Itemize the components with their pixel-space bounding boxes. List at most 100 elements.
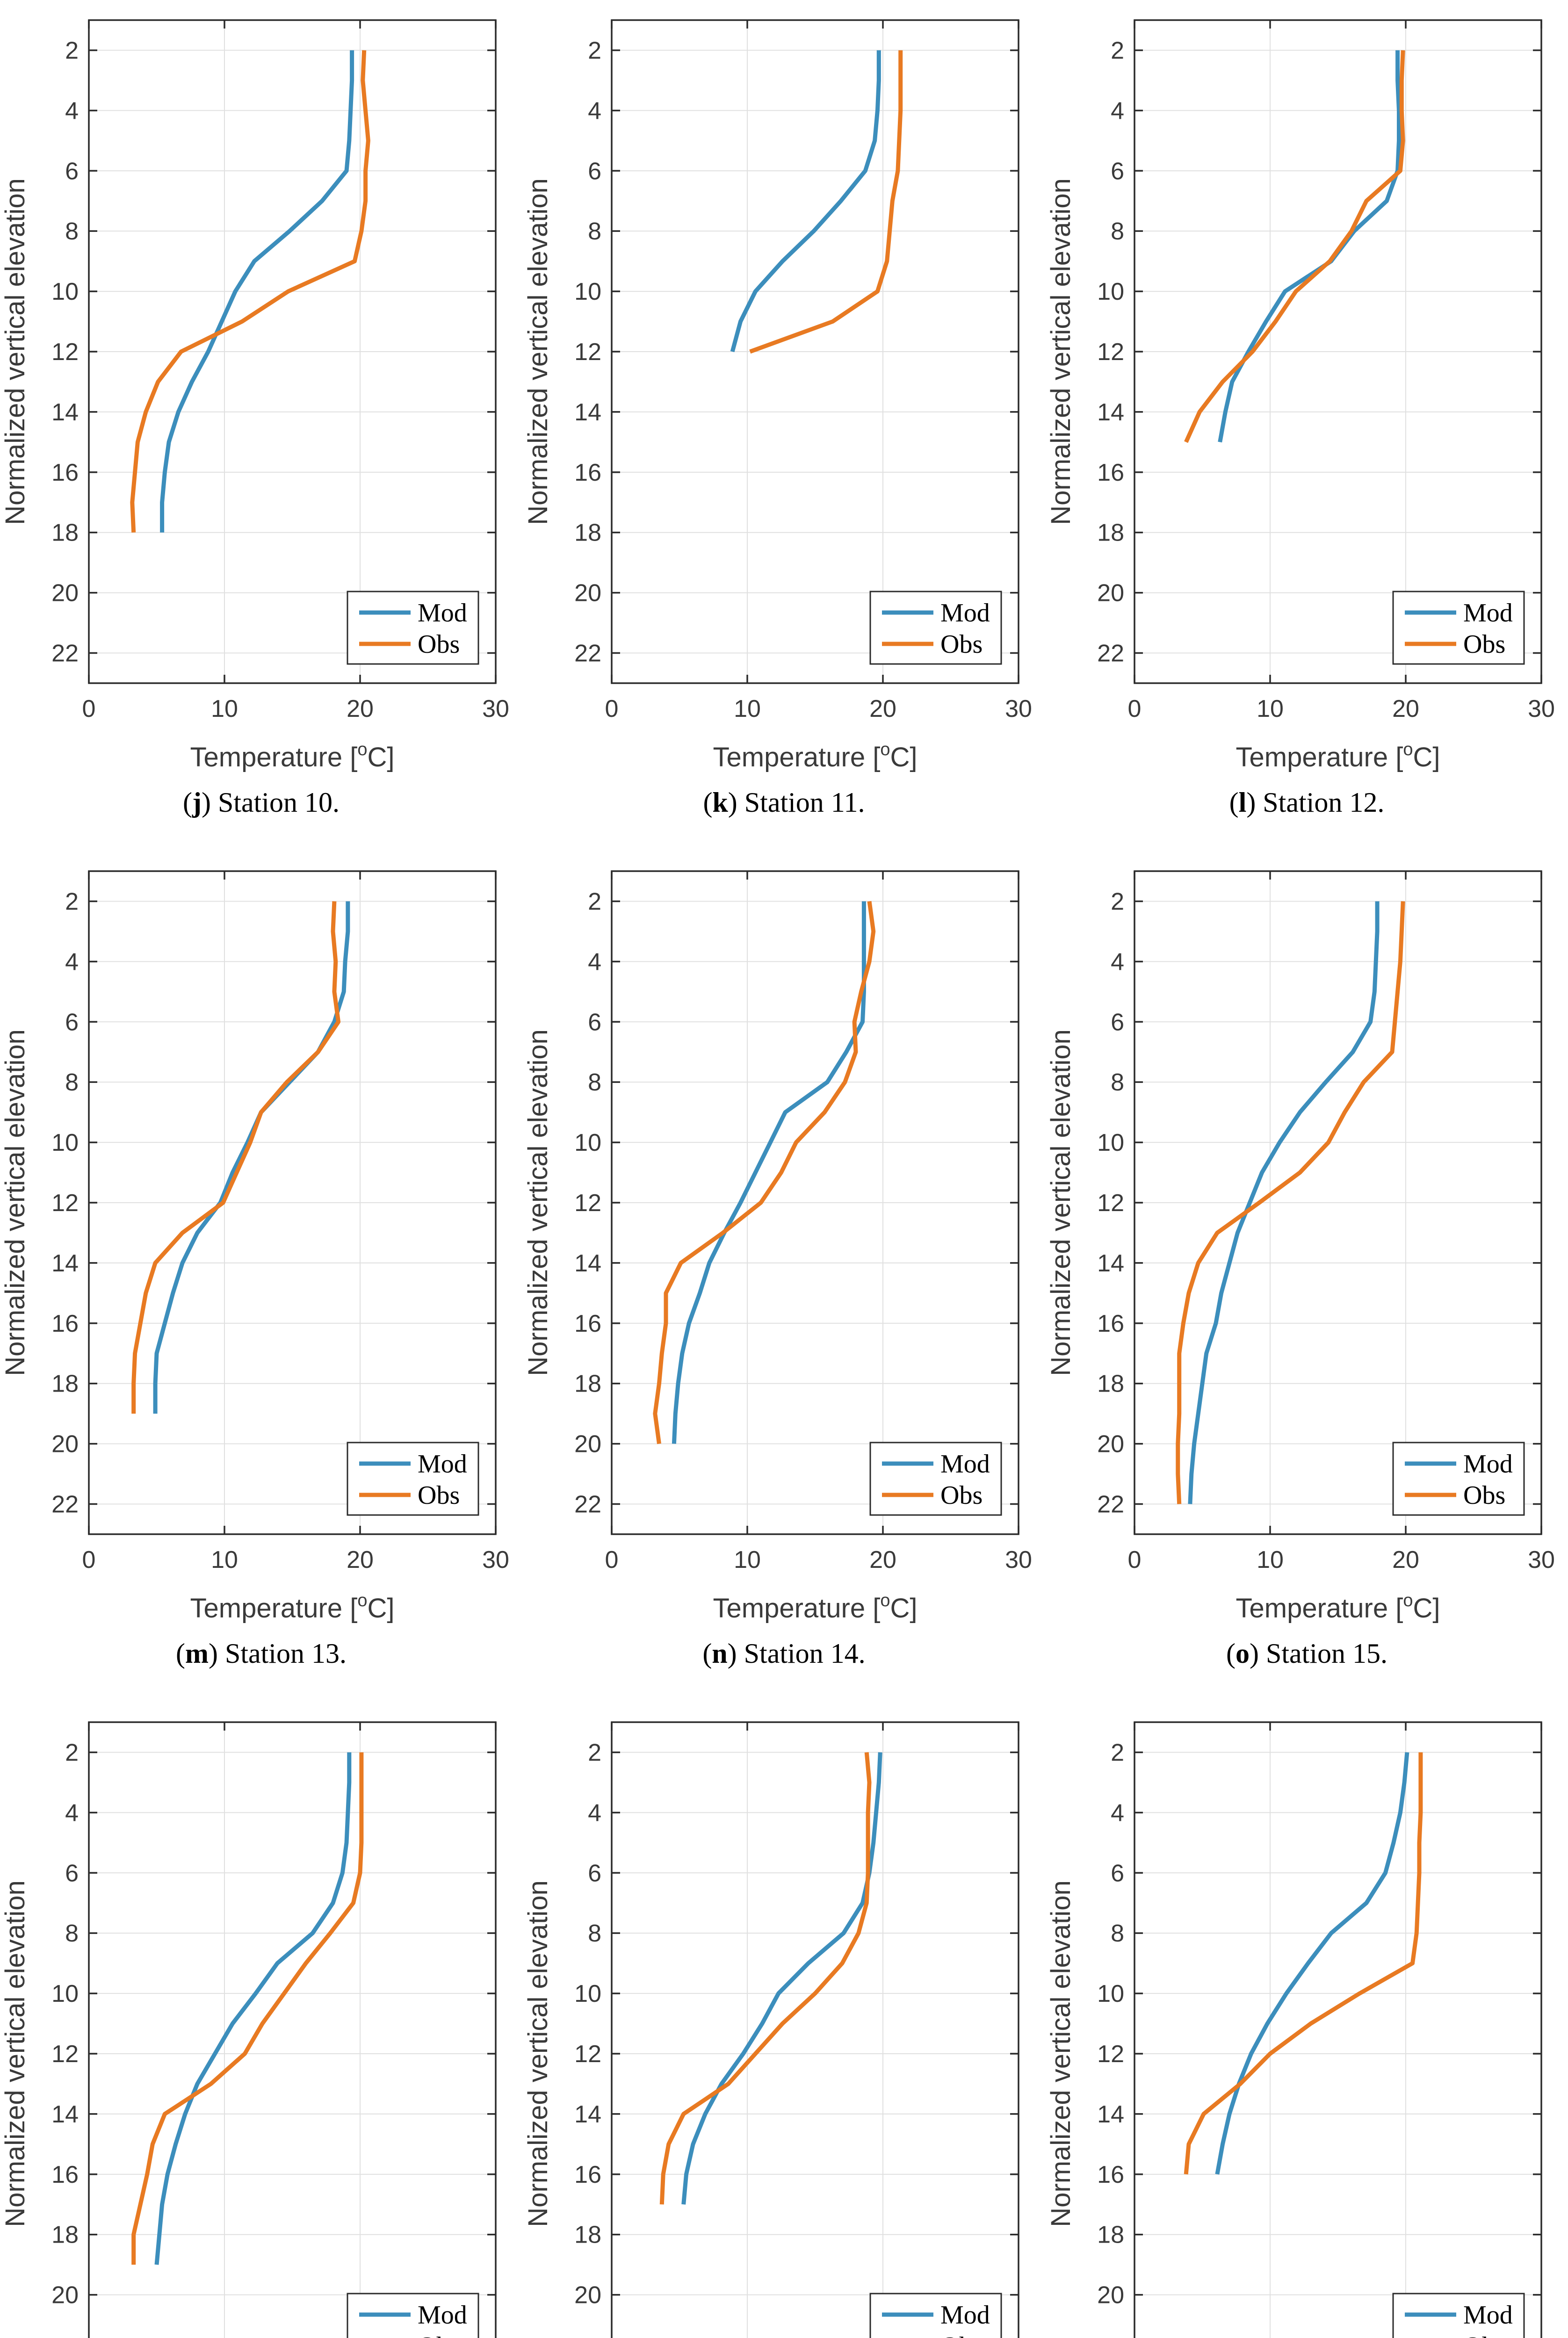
y-tick-label: 20 — [51, 2282, 79, 2309]
y-tick-label: 2 — [65, 37, 79, 64]
x-tick-label: 0 — [605, 1546, 619, 1573]
grid-lines — [1134, 1722, 1541, 2338]
y-tick-label: 10 — [574, 278, 601, 305]
x-tick-label: 0 — [82, 695, 96, 722]
grid-lines — [1134, 20, 1541, 683]
x-tick-label: 20 — [347, 1546, 374, 1573]
obs-line — [131, 1752, 364, 2265]
y-tick-label: 10 — [51, 1129, 79, 1156]
legend-box — [347, 1442, 479, 1516]
y-tick-label: 18 — [574, 1371, 601, 1398]
y-tick-label: 14 — [1097, 399, 1124, 426]
mod-line — [160, 50, 354, 533]
x-axis-label: Temperature [oC] — [190, 1591, 395, 1624]
y-tick-label: 12 — [1097, 2041, 1124, 2068]
x-tick-label: 20 — [869, 695, 896, 722]
legend-label-mod: Mod — [418, 1450, 467, 1479]
y-tick-label: 14 — [51, 1250, 79, 1277]
caption-j: (j) Station 10. — [183, 787, 340, 818]
y-tick-label: 2 — [1111, 1739, 1124, 1766]
x-tick-label: 10 — [734, 1546, 761, 1573]
x-tick-label: 30 — [1005, 695, 1032, 722]
caption-letter: m — [185, 1638, 209, 1669]
chart-j: 0 10 20 30 2 4 6 8 10 12 14 16 18 20 22 Temperature [oC… — [0, 19, 509, 772]
caption-o: (o) Station 15. — [1226, 1638, 1387, 1669]
y-tick-label: 18 — [51, 520, 79, 547]
obs-line — [749, 50, 903, 354]
y-tick-label: 20 — [574, 580, 601, 607]
y-tick-label: 4 — [588, 1799, 601, 1826]
caption-letter: l — [1238, 787, 1247, 818]
chart-n: 0 10 20 30 2 4 6 8 10 12 14 16 18 20 22 Temperature [oC… — [523, 870, 1032, 1624]
y-tick-label: 8 — [65, 1920, 79, 1947]
caption-k: (k) Station 11. — [703, 787, 865, 818]
y-tick-label: 18 — [1097, 2222, 1124, 2249]
y-tick-label: 6 — [588, 158, 601, 185]
y-tick-label: 10 — [574, 1129, 601, 1156]
y-tick-label: 22 — [574, 1491, 601, 1518]
y-tick-label: 16 — [51, 2161, 79, 2188]
x-tick-label: 30 — [1005, 1546, 1032, 1573]
y-tick-label: 6 — [1111, 158, 1124, 185]
y-tick-label: 16 — [574, 459, 601, 486]
x-axis-label: Temperature [oC] — [1236, 740, 1440, 772]
obs-line — [659, 1752, 872, 2205]
y-tick-label: 14 — [1097, 2101, 1124, 2128]
x-axis-label: Temperature [oC] — [713, 740, 918, 772]
y-tick-label: 4 — [588, 97, 601, 124]
caption-m: (m) Station 13. — [176, 1638, 347, 1669]
y-tick-label: 18 — [1097, 1371, 1124, 1398]
y-tick-label: 6 — [1111, 1009, 1124, 1036]
mod-line — [1215, 1752, 1409, 2175]
axes-box — [611, 870, 1019, 1535]
y-tick-label: 18 — [574, 520, 601, 547]
x-tick-label: 0 — [1128, 695, 1142, 722]
y-tick-label: 22 — [574, 640, 601, 667]
mod-line — [154, 1752, 352, 2265]
y-tick-label: 8 — [588, 218, 601, 245]
panel-l: 0 10 20 30 2 4 6 8 10 12 14 16 18 20 22 Temperature [oC… — [1046, 0, 1568, 851]
obs-line — [653, 901, 876, 1444]
legend-label-obs: Obs — [940, 630, 983, 659]
grid-lines — [89, 20, 496, 683]
y-tick-label: 16 — [51, 1310, 79, 1337]
grid-lines — [612, 20, 1019, 683]
y-tick-label: 20 — [1097, 2282, 1124, 2309]
legend-label-mod: Mod — [1463, 1450, 1513, 1479]
legend-label-mod: Mod — [418, 599, 467, 628]
y-tick-label: 8 — [588, 1069, 601, 1096]
y-tick-label: 18 — [51, 2222, 79, 2249]
axes-box — [88, 19, 497, 684]
y-tick-label: 4 — [65, 1799, 79, 1826]
panel-j: 0 10 20 30 2 4 6 8 10 12 14 16 18 20 22 Temperature [oC… — [0, 0, 522, 851]
mod-line — [681, 1752, 882, 2205]
x-tick-label: 0 — [1128, 1546, 1142, 1573]
y-tick-label: 4 — [65, 97, 79, 124]
x-tick-label: 30 — [1528, 1546, 1555, 1573]
obs-line — [1184, 50, 1405, 443]
y-tick-label: 14 — [574, 2101, 601, 2128]
grid-lines — [612, 1722, 1019, 2338]
x-tick-label: 10 — [211, 1546, 238, 1573]
x-tick-label: 20 — [1392, 695, 1419, 722]
mod-line — [1188, 901, 1380, 1504]
y-tick-label: 20 — [51, 580, 79, 607]
mod-line — [153, 901, 350, 1414]
y-tick-label: 18 — [574, 2222, 601, 2249]
caption-letter: k — [712, 787, 728, 818]
x-tick-label: 30 — [482, 695, 509, 722]
y-axis-label: Normalized vertical elevation — [523, 1880, 553, 2227]
y-tick-label: 12 — [1097, 1190, 1124, 1217]
y-tick-label: 12 — [574, 339, 601, 366]
y-tick-label: 4 — [1111, 1799, 1124, 1826]
y-tick-label: 10 — [51, 1980, 79, 2007]
tick-marks — [611, 20, 1019, 683]
x-tick-label: 0 — [605, 695, 619, 722]
y-tick-label: 20 — [1097, 1431, 1124, 1458]
